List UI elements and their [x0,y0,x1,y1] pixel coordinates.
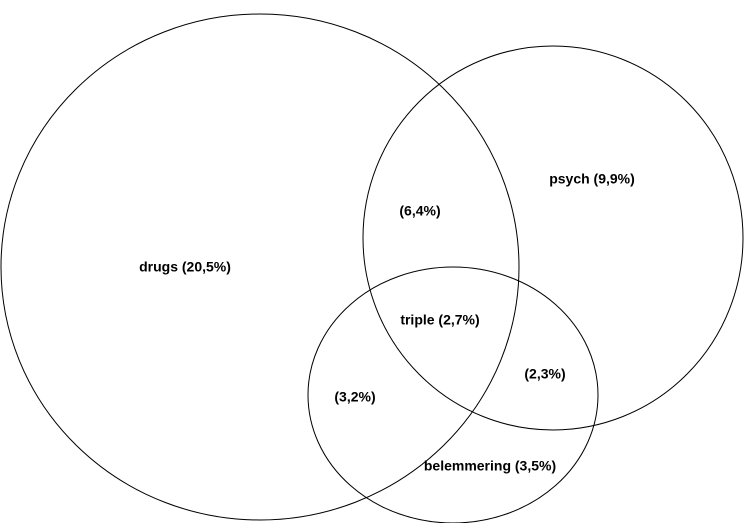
region-label: belemmering (3,5%) [424,458,556,474]
region-label: psych (9,9%) [549,171,635,187]
drugs-circle [0,13,520,521]
region-label: drugs (20,5%) [139,259,231,275]
psych-circle [362,45,744,431]
region-label: triple (2,7%) [400,312,479,328]
belemmering-circle [307,266,599,523]
region-label: (2,3%) [524,366,565,382]
region-label: (6,4%) [399,203,440,219]
region-label: (3,2%) [334,389,375,405]
